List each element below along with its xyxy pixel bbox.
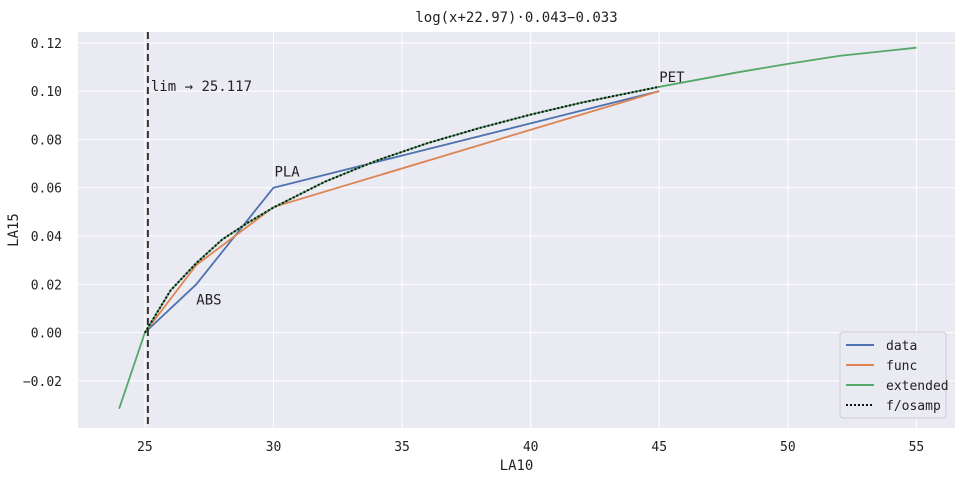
x-tick-label: 40 <box>523 440 539 455</box>
y-axis-ticks: −0.02 0.00 0.02 0.04 0.06 0.08 0.10 0.12 <box>23 37 62 390</box>
x-tick-label: 55 <box>909 440 925 455</box>
y-tick-label: 0.10 <box>31 85 62 100</box>
chart-title: log(x+22.97)·0.043−0.033 <box>415 10 617 26</box>
x-axis-label: LA10 <box>500 458 534 474</box>
legend-box <box>839 331 947 419</box>
y-tick-label: 0.00 <box>31 327 62 342</box>
legend: data func extended f/osamp <box>839 331 949 419</box>
limit-line-layer: lim → 25.117 <box>146 32 252 428</box>
y-tick-label: 0.06 <box>31 182 62 197</box>
y-tick-label: 0.12 <box>31 37 62 52</box>
x-tick-label: 45 <box>651 440 667 455</box>
annotations: ABS PLA PET <box>196 70 685 308</box>
plot-area <box>78 32 955 428</box>
x-tick-label: 25 <box>137 440 153 455</box>
point-annotation: PLA <box>274 165 300 181</box>
y-tick-label: 0.02 <box>31 278 62 293</box>
x-tick-label: 50 <box>780 440 796 455</box>
point-annotation: ABS <box>196 292 221 308</box>
series-layer <box>118 46 917 409</box>
x-tick-label: 30 <box>266 440 282 455</box>
series-line-func <box>144 90 660 334</box>
legend-label: f/osamp <box>886 399 941 414</box>
y-tick-label: −0.02 <box>23 375 62 390</box>
y-tick-label: 0.04 <box>31 230 62 245</box>
legend-label: data <box>886 339 917 354</box>
legend-label: extended <box>886 379 949 394</box>
x-axis-ticks: 25 30 35 40 45 50 55 <box>137 440 924 455</box>
y-tick-label: 0.08 <box>31 133 62 148</box>
grid <box>78 32 955 428</box>
y-axis-label: LA15 <box>6 213 22 247</box>
limit-label: lim → 25.117 <box>151 79 252 95</box>
series-line-f-osamp <box>144 85 660 334</box>
x-tick-label: 35 <box>394 440 410 455</box>
legend-label: func <box>886 359 917 374</box>
point-annotation: PET <box>659 70 685 86</box>
